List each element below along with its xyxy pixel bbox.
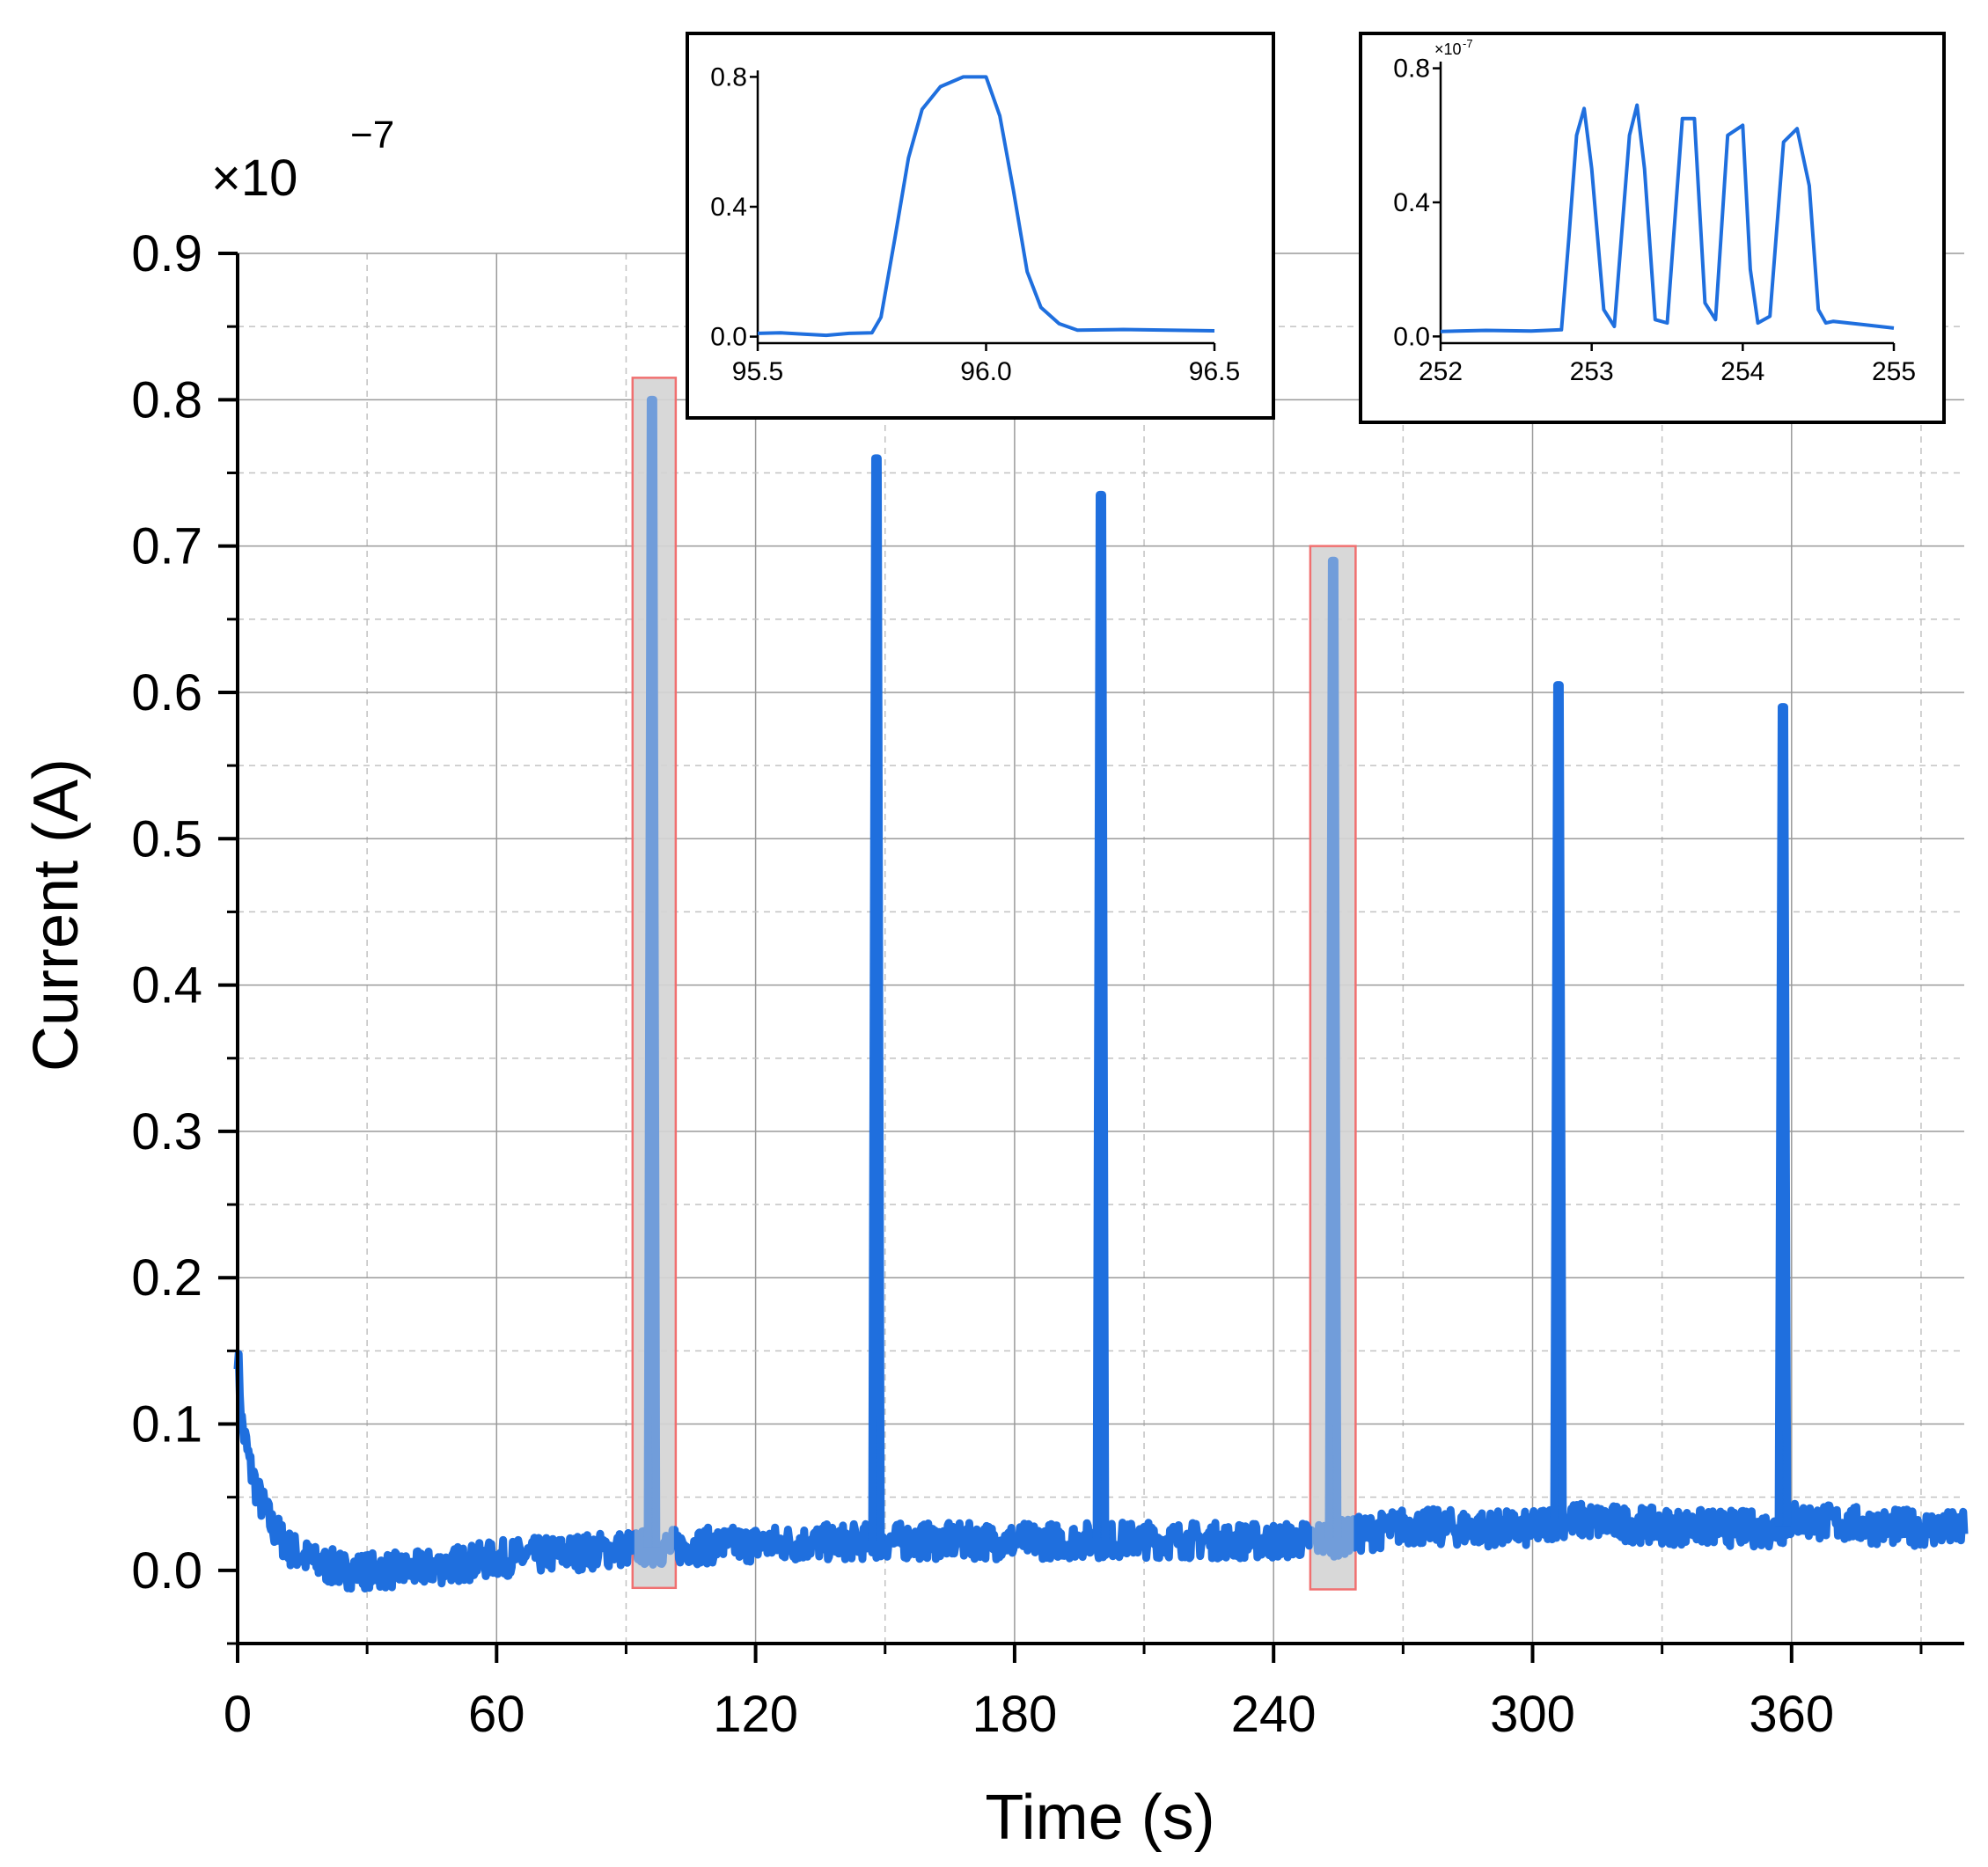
inset-y-tick-label: 0.4 bbox=[1393, 188, 1430, 217]
highlight-overlay bbox=[1311, 547, 1354, 1588]
inset-y-tick-label: 0.0 bbox=[1393, 322, 1430, 351]
x-tick-label: 240 bbox=[1231, 1686, 1317, 1743]
highlight-overlay bbox=[634, 379, 674, 1586]
current-spike bbox=[1550, 681, 1567, 1519]
inset-chart-2: 252 253 254 255 0.0 0.4 0.8 bbox=[1359, 32, 1946, 424]
inset-2-multiplier-label: ×10 bbox=[1434, 40, 1462, 58]
inset-trace bbox=[1440, 103, 1895, 333]
inset-chart-1: 95.5 96.0 96.5 0.0 0.4 0.8 bbox=[686, 32, 1275, 420]
inset-y-tick-label: 0.8 bbox=[1393, 55, 1430, 84]
inset-frame bbox=[686, 32, 1275, 420]
current-spike bbox=[1774, 703, 1792, 1527]
x-tick-label: 60 bbox=[468, 1686, 525, 1743]
x-tick-label: 300 bbox=[1490, 1686, 1575, 1743]
x-axis-title: Time (s) bbox=[985, 1783, 1214, 1853]
inset-x-tick-label: 96.0 bbox=[960, 357, 1011, 386]
inset-x-tick-label: 255 bbox=[1872, 357, 1916, 386]
current-spike bbox=[1324, 556, 1342, 1539]
y-tick-label: 0.0 bbox=[131, 1542, 202, 1600]
inset-y-tick-label: 0.4 bbox=[710, 193, 747, 222]
y-tick-label: 0.8 bbox=[131, 371, 202, 428]
main-series bbox=[233, 379, 1969, 1593]
current-spike bbox=[1092, 490, 1110, 1541]
inset-x-tick-label: 254 bbox=[1720, 357, 1764, 386]
y-tick-label: 0.6 bbox=[131, 664, 202, 721]
inset-trace bbox=[757, 75, 1215, 338]
main-axes: 0 60 120 180 240 300 360 0.0 0.1 0.2 0.3 0.4 0.5 0.6 0… bbox=[131, 225, 1964, 1743]
current-spike bbox=[643, 395, 661, 1548]
inset-frame bbox=[1359, 32, 1946, 424]
inset-y-tick-label: 0.0 bbox=[710, 323, 747, 352]
y-tick-label: 0.9 bbox=[131, 225, 202, 282]
y-tick-label: 0.5 bbox=[131, 810, 202, 868]
inset-x-tick-label: 253 bbox=[1570, 357, 1614, 386]
y-tick-label: 0.1 bbox=[131, 1396, 202, 1453]
inset-x-tick-label: 95.5 bbox=[732, 357, 783, 386]
x-tick-label: 120 bbox=[713, 1686, 798, 1743]
y-multiplier-exponent: −7 bbox=[350, 113, 394, 157]
inset-x-tick-label: 96.5 bbox=[1189, 357, 1240, 386]
x-tick-label: 180 bbox=[972, 1686, 1058, 1743]
y-tick-label: 0.3 bbox=[131, 1103, 202, 1160]
y-axis-title: Current (A) bbox=[21, 758, 92, 1072]
current-spike bbox=[868, 454, 885, 1541]
inset-2-multiplier-exponent: -7 bbox=[1463, 37, 1473, 50]
y-tick-label: 0.4 bbox=[131, 957, 202, 1014]
y-tick-label: 0.7 bbox=[131, 518, 202, 575]
x-tick-label: 0 bbox=[224, 1686, 252, 1743]
inset-x-tick-label: 252 bbox=[1419, 357, 1463, 386]
x-tick-label: 360 bbox=[1749, 1686, 1834, 1743]
y-tick-label: 0.2 bbox=[131, 1249, 202, 1307]
y-multiplier-label: ×10 bbox=[211, 150, 297, 207]
inset-y-tick-label: 0.8 bbox=[710, 62, 747, 92]
